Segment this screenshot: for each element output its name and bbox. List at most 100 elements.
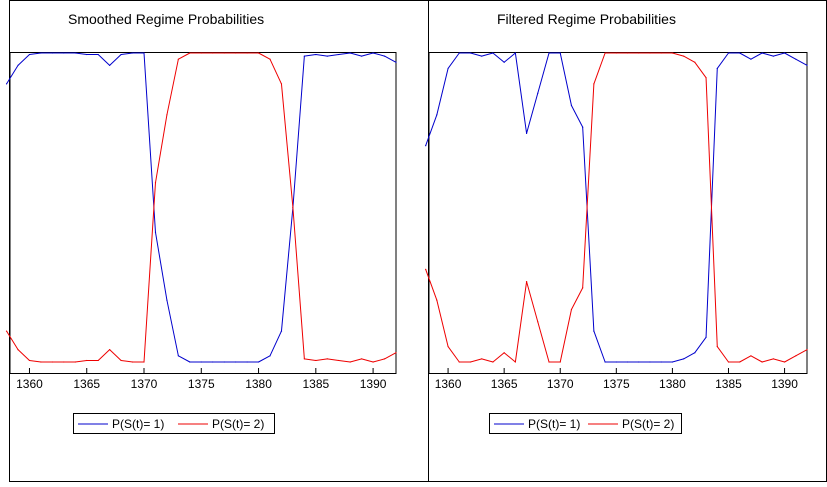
data-point (246, 361, 248, 363)
data-point (97, 53, 99, 56)
data-point (303, 55, 305, 57)
data-point (582, 287, 584, 289)
data-point (361, 358, 363, 360)
data-point (795, 355, 797, 357)
data-point (74, 361, 76, 363)
data-point (570, 308, 573, 311)
data-point (303, 358, 305, 360)
x-tick-label: 1370 (131, 377, 158, 391)
data-point (772, 55, 774, 57)
filtered-panel: Filtered Regime Probabilities 1360 1365 13… (425, 11, 808, 434)
data-point (548, 52, 550, 54)
data-point (582, 126, 584, 128)
data-point (177, 58, 179, 60)
data-point (783, 52, 786, 54)
data-point (109, 64, 111, 66)
data-point (74, 52, 76, 54)
data-point (235, 361, 237, 363)
data-point (795, 58, 797, 60)
data-point (131, 52, 134, 54)
data-point (280, 83, 283, 85)
data-point (326, 55, 328, 57)
legend-label-s1: P(S(t)= 1) (528, 417, 580, 431)
data-point (492, 361, 494, 363)
data-point (120, 359, 122, 362)
data-point (143, 361, 145, 363)
x-tick-label: 1360 (16, 377, 43, 391)
legend-label-s1: P(S(t)= 1) (112, 417, 164, 431)
x-tick-label: 1365 (491, 377, 518, 391)
series-lines (425, 52, 808, 363)
data-point (109, 349, 111, 351)
data-point (166, 299, 168, 301)
data-point (671, 52, 674, 54)
data-point (570, 104, 573, 107)
legend: P(S(t)= 1) P(S(t)= 2) (489, 413, 682, 434)
data-point (727, 361, 730, 363)
data-point (28, 359, 31, 362)
data-point (154, 231, 157, 233)
data-point (315, 53, 317, 56)
data-point (17, 349, 19, 351)
data-point (761, 52, 763, 54)
data-point (593, 330, 595, 332)
data-point (458, 52, 460, 54)
data-point (739, 361, 741, 363)
chart-title: Filtered Regime Probabilities (497, 11, 676, 27)
x-tick-label: 1385 (302, 377, 329, 391)
data-point (315, 359, 317, 362)
data-point (349, 361, 351, 363)
data-point (615, 361, 617, 363)
data-point (425, 145, 427, 147)
data-point (200, 52, 202, 54)
data-point (86, 359, 88, 362)
data-point (223, 52, 225, 54)
x-tick-label: 1360 (435, 377, 462, 391)
data-point (257, 52, 260, 54)
data-point (559, 361, 561, 363)
data-point (514, 52, 516, 54)
data-point (694, 352, 696, 354)
data-point (660, 361, 662, 363)
data-point (436, 299, 438, 301)
data-point (166, 114, 168, 116)
legend-label-s2: P(S(t)= 2) (212, 417, 264, 431)
data-point (235, 52, 237, 54)
data-point (481, 55, 483, 57)
data-point (806, 349, 808, 351)
data-point (649, 361, 651, 363)
data-point (559, 52, 561, 54)
data-point (372, 52, 374, 54)
series-line-2 (6, 52, 397, 363)
x-axis: 1360 1365 1370 1375 1380 1385 1390 (16, 368, 387, 391)
data-point (638, 361, 640, 363)
data-point (395, 352, 397, 354)
data-point (481, 358, 483, 360)
data-point (223, 361, 225, 363)
series-line-1 (6, 52, 397, 363)
data-point (200, 361, 202, 363)
data-point (349, 52, 351, 54)
data-point (649, 52, 651, 54)
x-tick-label: 1390 (771, 377, 798, 391)
data-point (716, 67, 718, 70)
data-point (604, 52, 606, 54)
data-point (537, 92, 539, 94)
data-point (120, 53, 122, 56)
data-point (615, 52, 617, 54)
data-point (705, 77, 707, 79)
data-point (63, 52, 65, 54)
data-point (503, 352, 505, 354)
outer-frame (9, 0, 827, 482)
series-lines (5, 52, 397, 363)
series-line-2 (425, 52, 808, 363)
data-point (447, 67, 449, 70)
data-point (143, 52, 145, 54)
data-point (338, 53, 340, 56)
data-point (326, 358, 328, 360)
data-point (17, 64, 19, 66)
data-point (469, 52, 472, 54)
data-point (154, 182, 157, 184)
